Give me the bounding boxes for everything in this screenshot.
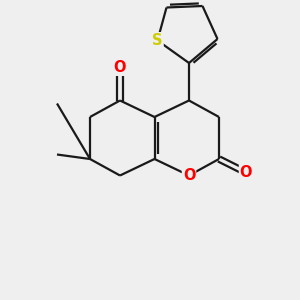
Text: S: S <box>152 33 163 48</box>
Text: O: O <box>114 60 126 75</box>
Text: O: O <box>183 168 195 183</box>
Text: O: O <box>240 165 252 180</box>
